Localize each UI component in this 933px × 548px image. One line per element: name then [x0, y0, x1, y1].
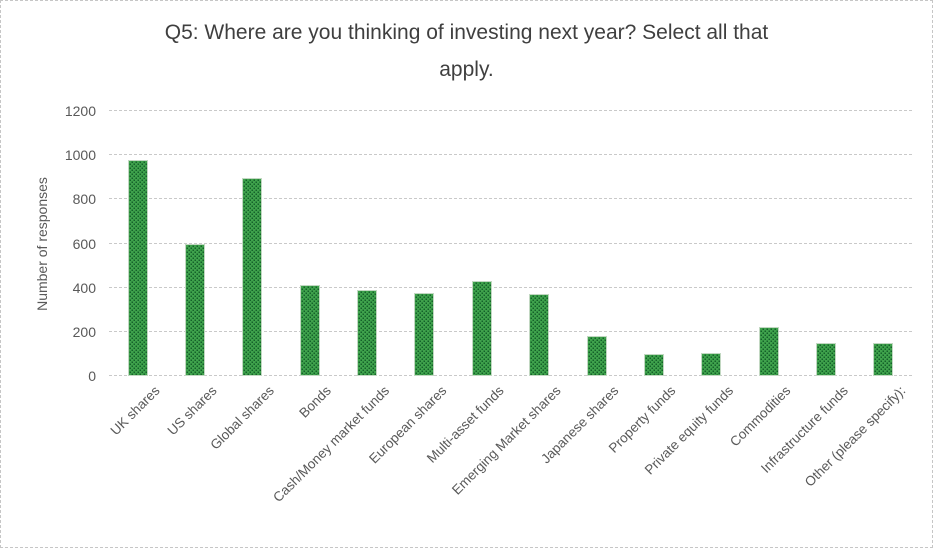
y-tick-label: 200	[72, 323, 96, 340]
category-column: Japanese shares	[538, 111, 625, 466]
gridline	[109, 375, 912, 376]
y-tick-label: 1000	[64, 147, 96, 164]
gridline	[109, 286, 912, 288]
plot-area: 0 200 400 600 800 1000 1200 UK shares US shares G…	[65, 103, 912, 505]
gridline	[109, 154, 912, 156]
x-category-label: Other (please specify):	[801, 383, 908, 490]
y-axis-title: Number of responses	[34, 177, 50, 311]
x-category-label: UK shares	[107, 383, 163, 439]
x-category-label: Bonds	[296, 383, 335, 421]
gridline	[109, 242, 912, 244]
bar-uk-shares	[127, 159, 148, 376]
bar-infrastructure-funds	[815, 342, 836, 376]
category-column: Emerging Market shares	[449, 111, 568, 498]
category-column: UK shares	[107, 111, 166, 438]
category-column: Private equity funds	[641, 111, 740, 477]
y-tick-label: 0	[88, 368, 96, 384]
category-column: Global shares	[207, 111, 281, 453]
category-column: European shares	[366, 111, 453, 466]
y-tick-label: 1200	[64, 103, 96, 119]
bar-european-shares	[414, 293, 435, 376]
bar-multi-asset-funds	[471, 281, 492, 376]
chart-title: Q5: Where are you thinking of investing …	[164, 21, 769, 81]
gridline	[109, 110, 912, 111]
category-column: Other (please specify):	[801, 111, 912, 490]
gridline	[109, 330, 912, 332]
category-column: Cash/Money market funds	[270, 111, 395, 505]
bar-commodities	[758, 327, 779, 376]
y-tick-label: 400	[72, 279, 96, 296]
category-column: Commodities	[727, 111, 797, 449]
bar-us-shares	[185, 243, 206, 376]
y-tick-label: 800	[72, 191, 96, 208]
bar-private-equity-funds	[701, 352, 722, 376]
category-column: Multi-asset funds	[424, 111, 510, 466]
x-category-label: Emerging Market shares	[449, 383, 564, 498]
category-column: US shares	[164, 111, 223, 438]
x-category-label: US shares	[164, 383, 220, 439]
category-column: Property funds	[606, 111, 682, 456]
category-column: Infrastructure funds	[758, 111, 854, 476]
category-column: Bonds	[281, 111, 338, 421]
bar-other-please-specify	[873, 342, 894, 376]
bar-property-funds	[643, 353, 664, 376]
gridline	[109, 198, 912, 200]
bar-bonds	[299, 285, 320, 376]
bar-japanese-shares	[586, 336, 607, 376]
bar-cash-money-market-funds	[357, 289, 378, 376]
x-category-label: Cash/Money market funds	[269, 383, 392, 506]
y-tick-label: 600	[72, 235, 96, 252]
bar-global-shares	[242, 178, 263, 376]
bar-emerging-market-shares	[529, 294, 550, 376]
